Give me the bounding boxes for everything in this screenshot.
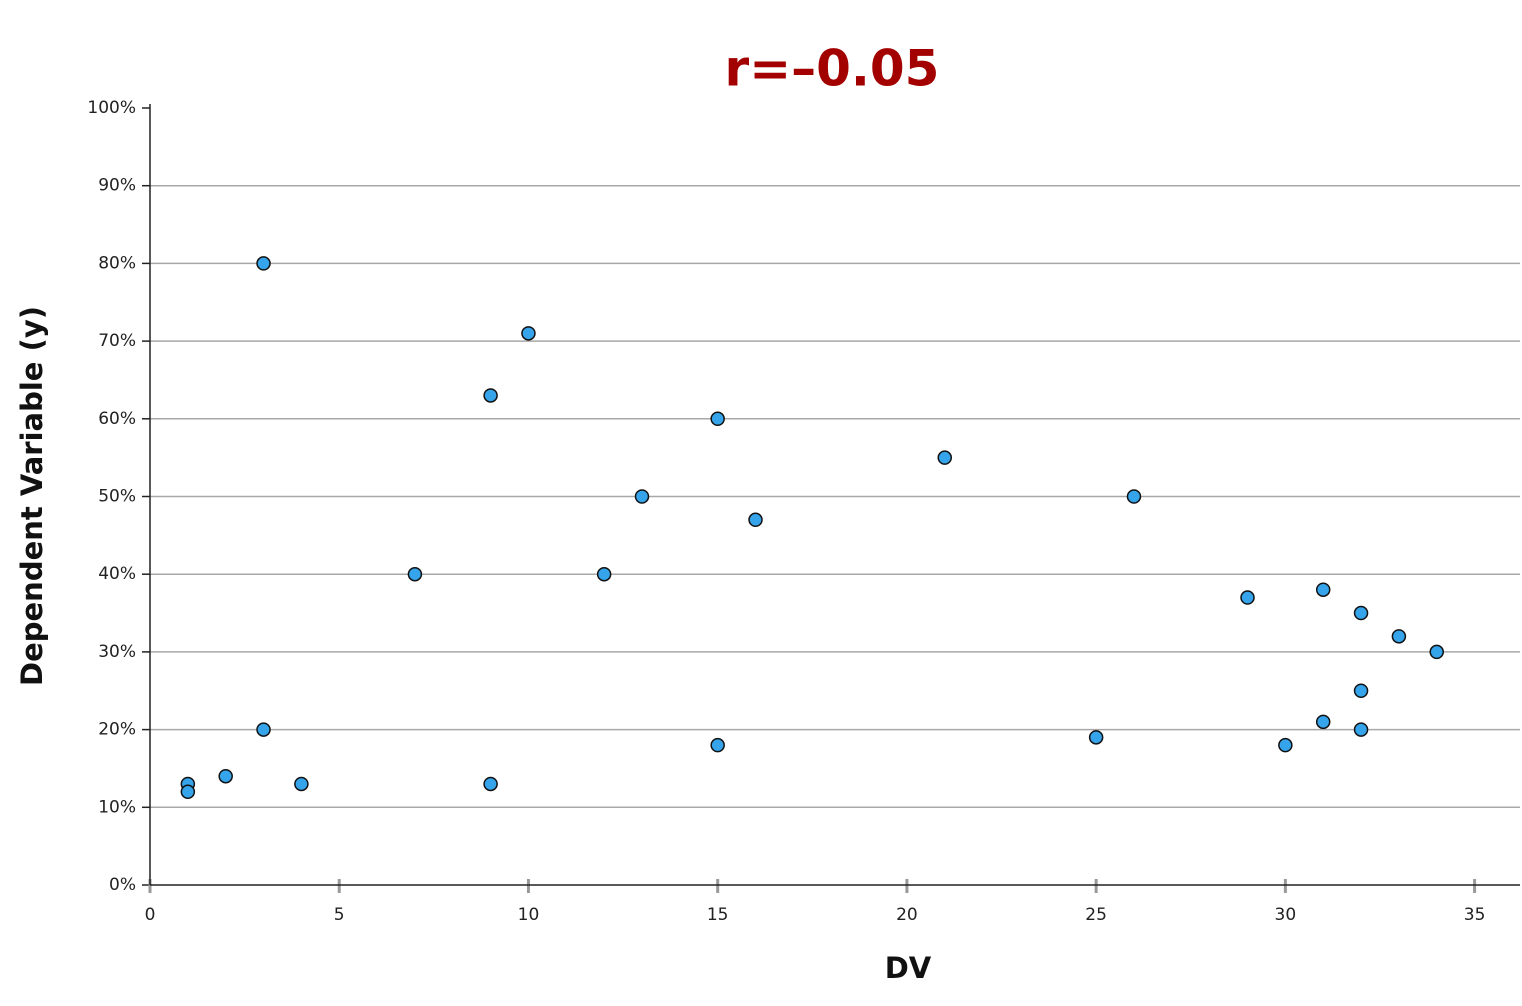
x-tick-label: 20 xyxy=(896,905,918,925)
x-tick-label: 15 xyxy=(707,905,729,925)
point xyxy=(407,566,423,582)
point xyxy=(521,326,536,341)
y-tick-label: 50% xyxy=(98,487,136,507)
point xyxy=(483,388,498,403)
y-tick-label: 70% xyxy=(98,331,136,351)
y-tick-label: 40% xyxy=(98,564,136,584)
point xyxy=(256,256,271,271)
point xyxy=(1353,683,1369,698)
y-tick-label: 20% xyxy=(98,720,136,740)
point xyxy=(596,566,612,582)
point xyxy=(256,722,271,737)
x-axis-title: DV xyxy=(885,951,932,985)
y-tick-label: 0% xyxy=(109,875,136,895)
point xyxy=(710,411,725,427)
x-tick-label: 0 xyxy=(145,905,156,925)
point xyxy=(1278,737,1293,753)
point xyxy=(180,784,196,800)
y-tick-label: 10% xyxy=(98,797,136,817)
y-tick-label: 80% xyxy=(98,253,136,273)
y-tick-label: 60% xyxy=(98,409,136,429)
y-axis-title: Dependent Variable (y) xyxy=(15,306,49,686)
point xyxy=(1088,730,1104,745)
x-tick-label: 25 xyxy=(1085,905,1107,925)
point xyxy=(1315,714,1331,730)
chart-title: r=–0.05 xyxy=(725,40,940,98)
x-tick-label: 30 xyxy=(1275,905,1297,925)
x-tick-label: 5 xyxy=(334,905,345,925)
point xyxy=(748,512,763,528)
point xyxy=(1353,605,1369,621)
point xyxy=(634,489,650,504)
point xyxy=(218,768,233,784)
point xyxy=(937,450,953,465)
point xyxy=(1315,582,1331,597)
point xyxy=(1353,722,1369,737)
point xyxy=(294,776,309,792)
point xyxy=(710,737,725,753)
point xyxy=(1240,590,1255,605)
y-tick-label: 100% xyxy=(87,98,136,118)
y-tick-label: 90% xyxy=(98,176,136,196)
x-tick-label: 35 xyxy=(1464,905,1486,925)
point xyxy=(1391,629,1407,644)
y-tick-label: 30% xyxy=(98,642,136,662)
x-tick-label: 10 xyxy=(518,905,540,925)
point xyxy=(483,776,498,792)
point xyxy=(1126,489,1142,504)
point xyxy=(1429,644,1444,660)
